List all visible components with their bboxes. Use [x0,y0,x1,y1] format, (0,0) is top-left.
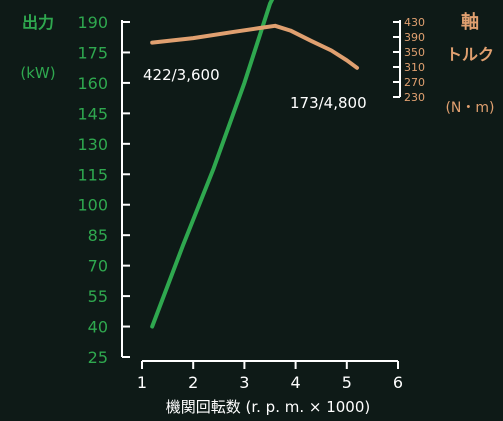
right-axis-title-line2: トルク [446,45,494,64]
right-y-tick-label: 310 [404,61,425,74]
left-y-tick-label: 130 [77,135,108,154]
x-tick-label: 1 [137,373,147,392]
x-tick-label: 2 [188,373,198,392]
x-tick-label: 4 [291,373,301,392]
torque-peak-annotation: 422/3,600 [143,66,220,84]
left-y-tick-label: 70 [88,257,108,276]
torque-curve-line [150,23,359,70]
right-axis-title-line1: 軸 [461,11,479,33]
x-tick-label: 3 [239,373,249,392]
power-curve-line [150,0,275,329]
axes-layer: 2540557085100115130145160175190230270310… [77,13,425,392]
series-layer [150,0,359,329]
left-axis-title-line1: 出力 [22,13,54,32]
left-y-tick-label: 40 [88,318,108,337]
right-y-tick-label: 390 [404,31,425,44]
left-y-tick-label: 85 [88,226,108,245]
left-y-tick-label: 55 [88,287,108,306]
left-y-tick-label: 100 [77,196,108,215]
right-y-tick-label: 270 [404,76,425,89]
left-y-tick-label: 160 [77,74,108,93]
left-axis-title-line2: (kW) [20,64,55,82]
x-axis-title: 機関回転数 (r. p. m. × 1000) [166,398,371,416]
left-y-tick-label: 175 [77,43,108,62]
right-y-tick-label: 430 [404,16,425,29]
right-axis-title-line3: (N・m) [445,100,494,116]
power-peak-annotation: 173/4,800 [290,94,367,112]
x-tick-label: 6 [393,373,403,392]
right-y-tick-label: 350 [404,46,425,59]
left-y-tick-label: 145 [77,104,108,123]
labels-layer: 出力 (kW) 軸 トルク (N・m) 機関回転数 (r. p. m. × 10… [20,11,494,416]
left-y-tick-label: 190 [77,13,108,32]
right-y-tick-label: 230 [404,91,425,104]
x-tick-label: 5 [342,373,352,392]
left-y-tick-label: 25 [88,348,108,367]
left-y-tick-label: 115 [77,165,108,184]
